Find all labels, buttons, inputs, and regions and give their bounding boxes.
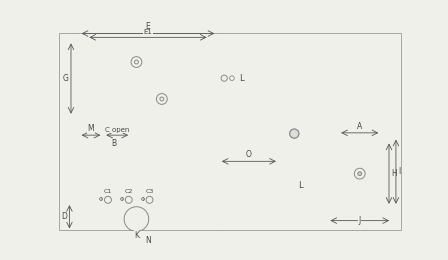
Text: D: D xyxy=(61,212,67,221)
Text: E1: E1 xyxy=(143,29,152,35)
Text: L: L xyxy=(298,181,303,191)
Text: K: K xyxy=(134,231,139,240)
Text: C2: C2 xyxy=(125,190,133,194)
Text: J: J xyxy=(358,216,361,225)
Text: Φ: Φ xyxy=(99,197,103,202)
Text: L: L xyxy=(240,74,244,83)
Text: B: B xyxy=(111,139,116,148)
Text: A: A xyxy=(357,121,362,131)
Bar xyxy=(338,141,381,207)
Circle shape xyxy=(290,129,299,138)
Text: E: E xyxy=(146,22,151,31)
Text: N: N xyxy=(145,236,151,245)
Text: C3: C3 xyxy=(145,190,154,194)
Text: C1: C1 xyxy=(104,190,112,194)
Text: C open: C open xyxy=(105,127,129,133)
Text: G: G xyxy=(63,74,69,83)
Circle shape xyxy=(358,172,362,176)
Text: Φ: Φ xyxy=(141,197,145,202)
Bar xyxy=(292,184,297,192)
Text: O: O xyxy=(246,150,252,159)
Text: H: H xyxy=(391,169,397,178)
Text: M: M xyxy=(88,124,95,133)
Bar xyxy=(73,202,224,210)
Text: I: I xyxy=(398,167,401,176)
Bar xyxy=(327,207,392,216)
Text: Φ: Φ xyxy=(120,197,124,202)
